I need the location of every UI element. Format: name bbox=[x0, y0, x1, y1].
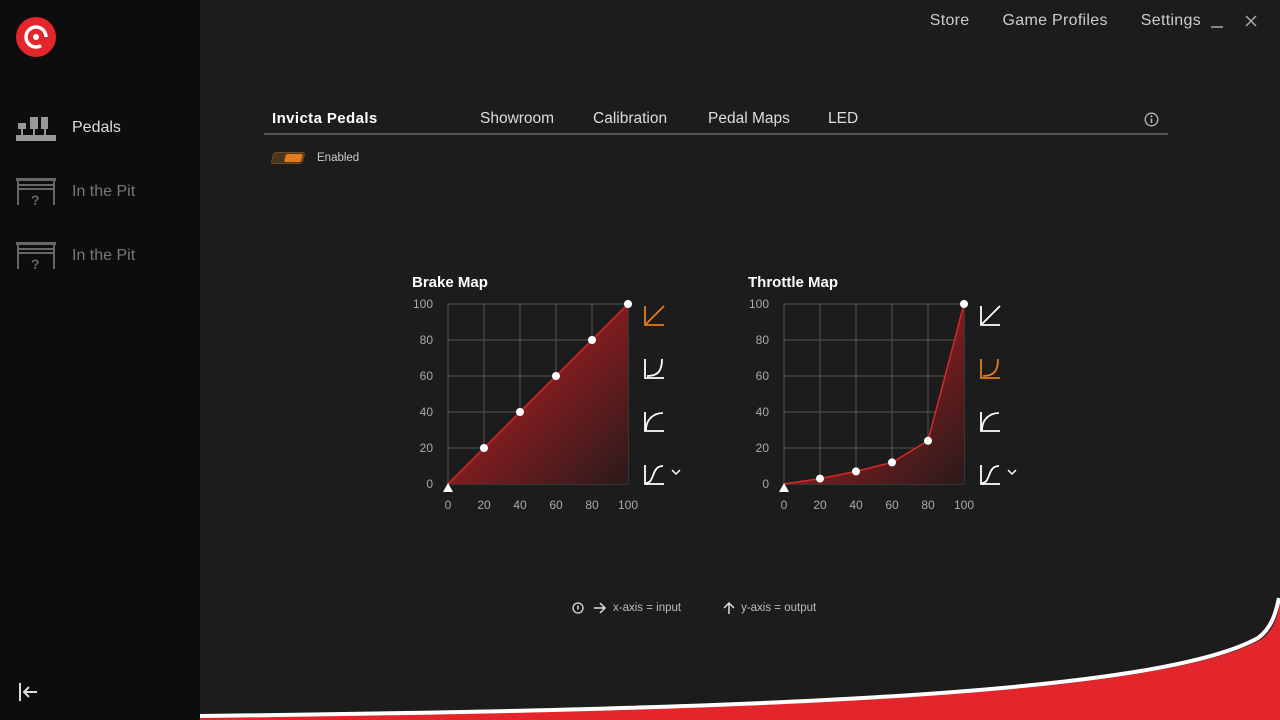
minimize-icon[interactable] bbox=[1210, 12, 1224, 32]
pedals-icon bbox=[16, 117, 56, 141]
x-tick-label: 60 bbox=[885, 498, 899, 512]
x-tick-label: 40 bbox=[849, 498, 863, 512]
x-tick-label: 20 bbox=[477, 498, 491, 512]
app-logo[interactable] bbox=[16, 17, 56, 57]
tab-pedal-maps[interactable]: Pedal Maps bbox=[708, 110, 790, 127]
deadzone-handle[interactable] bbox=[779, 483, 789, 492]
preset-exponential-button[interactable] bbox=[980, 358, 1000, 379]
garage-unknown-icon: ? bbox=[16, 178, 56, 206]
map-point-handle[interactable] bbox=[624, 300, 632, 308]
info-icon bbox=[572, 602, 584, 614]
map-point-handle[interactable] bbox=[924, 436, 932, 445]
map-point-handle[interactable] bbox=[960, 300, 968, 308]
y-tick-label: 60 bbox=[420, 369, 434, 383]
throttle-map-title: Throttle Map bbox=[748, 274, 838, 291]
enabled-toggle[interactable] bbox=[270, 152, 306, 164]
preset-logarithmic-button[interactable] bbox=[644, 412, 664, 432]
y-tick-label: 80 bbox=[756, 333, 770, 347]
curve-logarithmic-icon bbox=[980, 412, 1000, 432]
curve-exponential-icon bbox=[980, 358, 1000, 379]
brake-map-title: Brake Map bbox=[412, 274, 488, 291]
tab-calibration[interactable]: Calibration bbox=[593, 110, 668, 127]
map-line bbox=[447, 303, 629, 485]
throttle-map-chart[interactable]: 0 20 40 60 80 100 0 20 40 60 80 100 bbox=[736, 290, 1036, 520]
x-tick-label: 80 bbox=[921, 498, 935, 512]
y-tick-label: 0 bbox=[426, 477, 433, 491]
x-tick-label: 80 bbox=[585, 498, 599, 512]
map-point-handle[interactable] bbox=[588, 336, 596, 344]
tab-led[interactable]: LED bbox=[828, 110, 859, 127]
nav-settings[interactable]: Settings bbox=[1140, 12, 1201, 29]
y-tick-label: 20 bbox=[420, 441, 434, 455]
preset-exponential-button[interactable] bbox=[644, 358, 664, 379]
x-tick-label: 60 bbox=[549, 498, 563, 512]
y-tick-label: 100 bbox=[749, 297, 769, 311]
device-title: Invicta Pedals bbox=[272, 110, 378, 127]
x-tick-label: 0 bbox=[781, 498, 788, 512]
brake-map-chart[interactable]: 0 20 40 60 80 100 0 20 40 60 80 100 bbox=[400, 290, 700, 520]
y-tick-label: 60 bbox=[756, 369, 770, 383]
map-point-handle[interactable] bbox=[516, 408, 524, 416]
sidebar-item-in-the-pit[interactable]: ? In the Pit bbox=[16, 177, 135, 207]
curve-exponential-icon bbox=[644, 358, 664, 379]
map-point-handle[interactable] bbox=[888, 458, 896, 467]
x-tick-label: 0 bbox=[445, 498, 452, 512]
info-icon[interactable] bbox=[1144, 112, 1159, 127]
map-line bbox=[783, 303, 965, 485]
sidebar-item-label: In the Pit bbox=[72, 183, 136, 200]
nav-store[interactable]: Store bbox=[929, 12, 970, 29]
y-tick-label: 40 bbox=[420, 405, 434, 419]
curve-logarithmic-icon bbox=[644, 412, 664, 432]
preset-s-curve-button[interactable] bbox=[980, 465, 1000, 485]
axis-legend: x-axis = input y-axis = output bbox=[572, 602, 816, 614]
curve-linear-icon bbox=[644, 305, 665, 326]
nav-game-profiles[interactable]: Game Profiles bbox=[1002, 12, 1108, 29]
map-point-handle[interactable] bbox=[816, 474, 824, 483]
x-axis-legend: x-axis = input bbox=[613, 602, 682, 614]
tab-showroom[interactable]: Showroom bbox=[480, 110, 555, 127]
x-tick-label: 20 bbox=[813, 498, 827, 512]
chevron-down-icon[interactable] bbox=[1007, 469, 1017, 476]
enabled-label: Enabled bbox=[317, 152, 360, 164]
map-area bbox=[784, 304, 964, 484]
sidebar-item-label: In the Pit bbox=[72, 247, 136, 264]
x-tick-label: 100 bbox=[954, 498, 974, 512]
chevron-down-icon[interactable] bbox=[671, 469, 681, 476]
curve-s-curve-icon bbox=[980, 465, 1000, 485]
y-tick-label: 80 bbox=[420, 333, 434, 347]
device-tabs: Invicta Pedals Showroom Calibration Peda… bbox=[264, 108, 1168, 135]
preset-logarithmic-button[interactable] bbox=[980, 412, 1000, 432]
curve-s-curve-icon bbox=[644, 465, 664, 485]
preset-linear-button[interactable] bbox=[644, 305, 665, 326]
sidebar-item-label: Pedals bbox=[72, 119, 121, 136]
curve-linear-icon bbox=[980, 305, 1001, 326]
sidebar-item-in-the-pit[interactable]: ? In the Pit bbox=[16, 241, 135, 271]
deadzone-handle[interactable] bbox=[443, 483, 453, 492]
x-tick-label: 40 bbox=[513, 498, 527, 512]
y-tick-label: 100 bbox=[413, 297, 433, 311]
preset-s-curve-button[interactable] bbox=[644, 465, 664, 485]
y-axis-legend: y-axis = output bbox=[741, 602, 817, 614]
y-tick-label: 20 bbox=[756, 441, 770, 455]
garage-unknown-icon: ? bbox=[16, 242, 56, 270]
logo-icon bbox=[24, 25, 48, 49]
sidebar-item-pedals[interactable]: Pedals bbox=[16, 113, 121, 143]
arrow-up-icon bbox=[723, 602, 735, 614]
y-tick-label: 40 bbox=[756, 405, 770, 419]
y-tick-label: 0 bbox=[762, 477, 769, 491]
close-icon[interactable] bbox=[1244, 12, 1258, 32]
sidebar: Pedals ? In the Pit ? In the Pit bbox=[0, 0, 200, 720]
arrow-right-icon bbox=[594, 602, 607, 614]
x-tick-label: 100 bbox=[618, 498, 638, 512]
map-point-handle[interactable] bbox=[852, 467, 860, 476]
map-point-handle[interactable] bbox=[552, 372, 560, 380]
logout-icon[interactable] bbox=[17, 681, 39, 703]
map-point-handle[interactable] bbox=[480, 444, 488, 452]
preset-linear-button[interactable] bbox=[980, 305, 1001, 326]
svg-text:?: ? bbox=[31, 256, 40, 270]
svg-text:?: ? bbox=[31, 192, 40, 206]
